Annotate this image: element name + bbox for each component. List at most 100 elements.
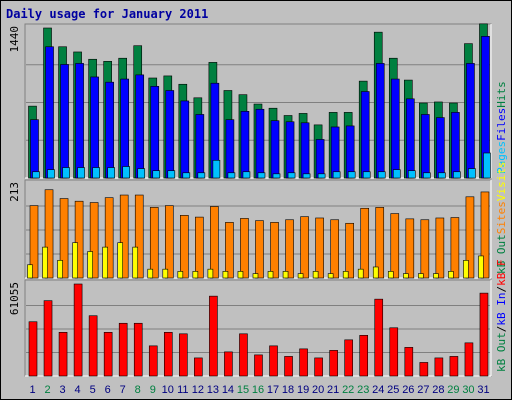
pages-bar (272, 173, 281, 179)
kbf-bar (269, 345, 278, 377)
files-bar (75, 63, 84, 179)
visits-bar (282, 271, 289, 279)
hits-panel-legend: PagesFilesHits (495, 81, 508, 174)
sites-bar (119, 194, 129, 279)
day-label: 21 (327, 384, 339, 396)
sites-bar (180, 215, 189, 279)
files-bar (315, 139, 325, 179)
hits-panel: 1440 PagesFilesHits (8, 23, 508, 179)
sites-bar (345, 222, 354, 279)
day-label: 6 (105, 384, 111, 396)
visits-bar (207, 268, 214, 279)
pages-bar (212, 159, 221, 179)
day-label: 19 (297, 384, 309, 396)
visits-bar (312, 271, 319, 279)
visits-bar (57, 260, 63, 279)
sites-bar (315, 217, 324, 279)
sites-bar (330, 219, 339, 279)
visits-bar (372, 266, 379, 279)
files-bar (120, 78, 129, 179)
pages-bar (197, 172, 206, 179)
sites-bar (240, 218, 249, 279)
pages-bar (453, 171, 461, 179)
files-bar (45, 46, 54, 179)
day-label: 3 (60, 384, 66, 396)
kbf-bar (43, 300, 53, 377)
visits-bar (117, 242, 123, 279)
kb-panel-legend-item: kB Out (495, 332, 508, 372)
kb-panel-legend-item: / (495, 326, 508, 333)
hits-panel-ymax-label: 1440 (8, 26, 21, 53)
day-axis: 1 2 3 4 5 6 7 8 9 10 11 12 13 14 15 16 17 18 19 20 21 22 23 24 2… (29, 384, 489, 396)
pages-bar (152, 170, 161, 179)
visits-bar (72, 242, 78, 279)
files-bar (406, 98, 415, 179)
visits-bar (463, 260, 469, 279)
sites-bar (420, 219, 430, 279)
hits-panel-legend-item: Hits (495, 81, 508, 108)
day-label: 30 (462, 384, 474, 396)
visits-bar (357, 268, 364, 279)
kbf-bar (224, 351, 233, 377)
kbf-bar (374, 298, 384, 377)
sites-bar (405, 218, 415, 279)
sites-bar (465, 196, 475, 279)
files-bar (240, 111, 250, 179)
kbf-bar (479, 292, 489, 377)
day-label: 18 (282, 384, 294, 396)
visits-bar (237, 271, 244, 279)
kbf-bar (464, 342, 474, 377)
day-label: 28 (432, 384, 444, 396)
day-label: 16 (252, 384, 264, 396)
day-label: 1 (29, 384, 35, 396)
sites-bar (59, 198, 69, 279)
visits-panel-legend-item: Visits (495, 161, 508, 201)
sites-bar (255, 220, 264, 279)
pages-bar (62, 167, 70, 179)
kbf-bar (299, 348, 308, 377)
visits-bar (177, 271, 184, 279)
pages-bar (392, 169, 401, 179)
files-bar (90, 76, 99, 179)
day-label: 4 (75, 384, 81, 396)
kbf-bar (88, 315, 98, 377)
sites-bar (44, 189, 54, 279)
pages-bar (122, 166, 130, 179)
kbf-bar (284, 356, 293, 377)
visits-bar (418, 273, 424, 279)
pages-bar (92, 167, 100, 179)
kbf-bar (314, 357, 323, 377)
files-bar (270, 120, 280, 179)
sites-bar (300, 216, 309, 279)
day-label: 17 (267, 384, 279, 396)
visits-bar (433, 273, 439, 279)
files-bar (150, 86, 160, 179)
sites-bar (29, 205, 39, 279)
files-bar (375, 63, 385, 179)
pages-bar (332, 171, 341, 179)
sites-bar (225, 222, 234, 279)
files-bar (30, 119, 39, 179)
pages-bar (167, 170, 176, 179)
kbf-bar (404, 347, 414, 377)
files-bar (195, 114, 205, 179)
pages-bar (77, 167, 85, 179)
files-bar (466, 63, 475, 179)
day-label: 15 (237, 384, 249, 396)
files-bar (165, 90, 175, 179)
kbf-bar (194, 357, 203, 377)
files-bar (421, 114, 430, 179)
sites-bar (390, 213, 400, 279)
sites-bar (270, 222, 279, 279)
day-label: 23 (357, 384, 369, 396)
kb-panel-legend: kB Out/kB In/kB F (495, 259, 508, 372)
kbf-bar (344, 339, 353, 377)
kbf-bar (28, 321, 38, 377)
sites-bar (375, 207, 385, 279)
visits-bar (87, 251, 93, 279)
day-label: 10 (162, 384, 174, 396)
pages-bar (377, 171, 386, 179)
sites-bar (164, 205, 174, 279)
